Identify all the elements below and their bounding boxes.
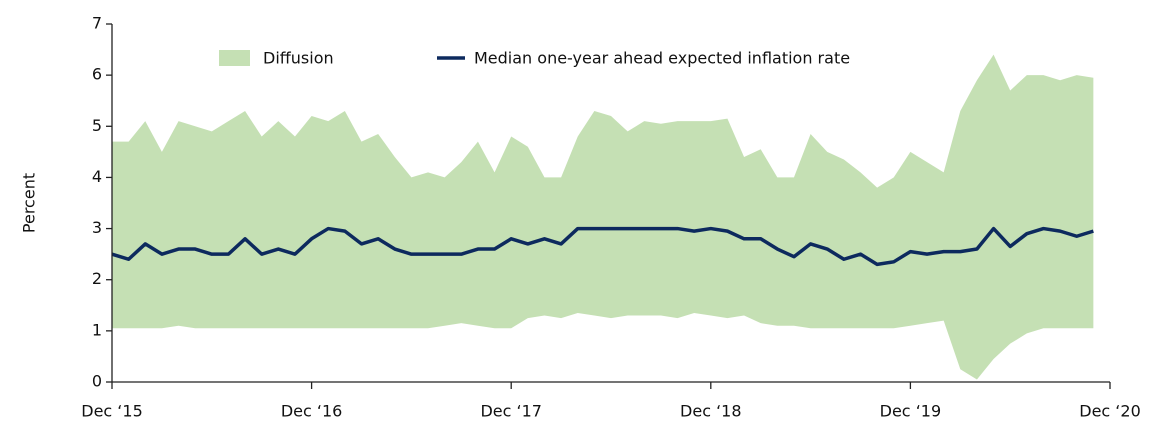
x-tick-label: Dec ‘15 <box>81 402 143 421</box>
legend-swatch <box>219 50 250 66</box>
diffusion-band <box>112 54 1094 380</box>
legend-label: Diffusion <box>263 49 334 68</box>
x-tick-label: Dec ‘16 <box>281 402 343 421</box>
y-axis-label: Percent <box>20 173 39 233</box>
y-tick-label: 2 <box>92 269 102 288</box>
y-tick-label: 4 <box>92 167 102 186</box>
y-tick-label: 1 <box>92 320 102 339</box>
legend-label: Median one-year ahead expected inflation… <box>474 49 850 68</box>
x-tick-label: Dec ‘17 <box>480 402 542 421</box>
x-tick-label: Dec ‘18 <box>680 402 742 421</box>
x-tick-label: Dec ‘19 <box>880 402 942 421</box>
y-tick-label: 3 <box>92 218 102 237</box>
median-line <box>111 226 1094 267</box>
y-tick-label: 6 <box>92 65 102 84</box>
x-tick-label: Dec ‘20 <box>1079 402 1141 421</box>
y-tick-label: 7 <box>92 14 102 33</box>
y-tick-label: 5 <box>92 116 102 135</box>
y-tick-label: 0 <box>92 372 102 391</box>
